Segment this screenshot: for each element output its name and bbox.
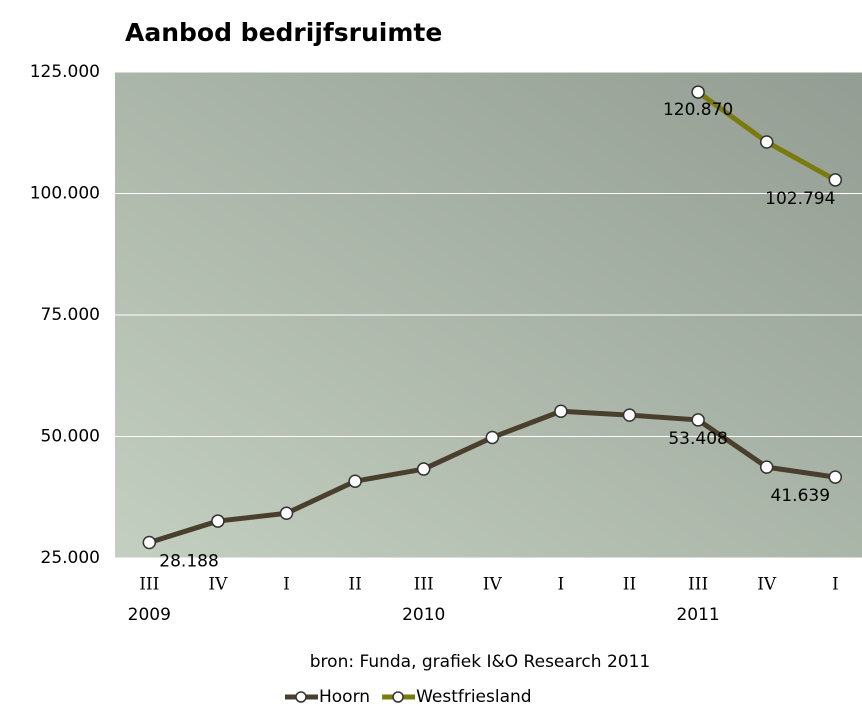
marker: [554, 404, 568, 418]
marker: [759, 135, 774, 149]
data-label: 28.188: [159, 552, 218, 572]
data-label: 41.639: [771, 486, 830, 506]
data-label: 120.870: [663, 100, 733, 120]
marker: [759, 460, 774, 474]
marker: [211, 514, 225, 528]
source-note: bron: Funda, grafiek I&O Research 2011: [310, 652, 650, 672]
y-tick-label: 75.000: [41, 305, 100, 325]
x-tick-label: I: [283, 575, 290, 595]
marker: [691, 413, 705, 427]
legend-label: Westfriesland: [416, 687, 532, 706]
year-label: 2011: [676, 605, 719, 625]
y-tick-label: 100.000: [30, 184, 100, 204]
x-tick-label: IV: [483, 575, 503, 595]
x-tick-label: II: [348, 575, 361, 595]
chart-title: Aanbod bedrijfsruimte: [125, 18, 442, 47]
year-label: 2009: [128, 605, 171, 625]
legend-label: Hoorn: [319, 687, 370, 706]
marker: [691, 85, 705, 99]
x-tick-label: III: [414, 575, 434, 595]
marker: [828, 173, 843, 187]
x-tick-label: I: [832, 575, 839, 595]
x-tick-label: IV: [208, 575, 228, 595]
legend-marker: [392, 691, 404, 703]
x-tick-label: IV: [757, 575, 777, 595]
x-tick-label: II: [623, 575, 636, 595]
marker: [279, 506, 294, 521]
x-tick-label: I: [558, 575, 565, 595]
marker: [622, 408, 637, 422]
y-tick-label: 50.000: [41, 427, 100, 447]
marker: [348, 474, 362, 488]
marker: [142, 535, 157, 550]
x-tick-label: III: [688, 575, 708, 595]
x-tick-label: III: [139, 575, 159, 595]
marker: [485, 430, 500, 445]
y-tick-label: 25.000: [41, 548, 100, 568]
y-tick-label: 125.000: [30, 62, 100, 82]
data-label: 102.794: [765, 189, 835, 209]
legend-marker: [295, 691, 307, 703]
year-label: 2010: [402, 605, 445, 625]
marker: [828, 470, 843, 484]
marker: [416, 462, 431, 476]
data-label: 53.408: [668, 429, 727, 449]
